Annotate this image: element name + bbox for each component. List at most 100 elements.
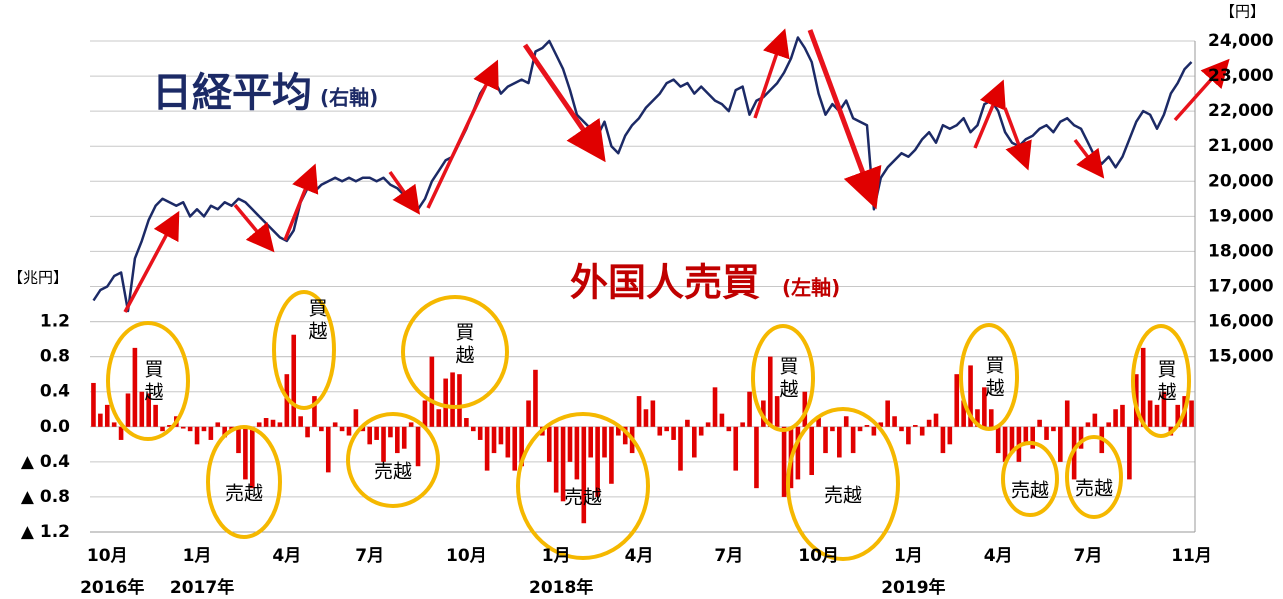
arrow bbox=[1073, 138, 1105, 179]
bar bbox=[464, 418, 469, 427]
bar bbox=[733, 426, 739, 471]
bar bbox=[436, 409, 442, 427]
bar bbox=[850, 426, 856, 454]
bar bbox=[802, 391, 808, 427]
bar bbox=[1127, 426, 1132, 480]
bar bbox=[125, 393, 131, 427]
bar bbox=[816, 418, 821, 427]
bar bbox=[111, 422, 117, 427]
bar bbox=[429, 356, 435, 427]
x-year-label: 2018年 bbox=[529, 577, 593, 598]
bar bbox=[622, 426, 628, 445]
bar bbox=[857, 426, 863, 432]
bar bbox=[754, 426, 759, 489]
bar bbox=[146, 393, 152, 427]
bar bbox=[616, 426, 621, 436]
bar bbox=[906, 426, 911, 445]
bar bbox=[657, 426, 663, 436]
bar bbox=[636, 396, 642, 427]
x-tick-label: 4月 bbox=[272, 546, 301, 566]
bar bbox=[477, 426, 483, 440]
marks bbox=[91, 36, 1194, 524]
bar bbox=[954, 374, 960, 427]
bar bbox=[395, 426, 400, 454]
bar bbox=[194, 426, 200, 445]
annotation-label: 買越 bbox=[777, 356, 799, 402]
bar bbox=[864, 425, 870, 427]
bar bbox=[705, 422, 711, 427]
bar bbox=[1140, 347, 1146, 427]
bar bbox=[408, 422, 414, 427]
arrow bbox=[1173, 58, 1230, 122]
annotation-label: 売越 bbox=[1075, 478, 1113, 500]
arrow bbox=[233, 203, 275, 253]
arrow bbox=[123, 210, 180, 313]
x-tick-label: 1月 bbox=[183, 546, 212, 566]
trend-arrows bbox=[123, 28, 1230, 313]
bar bbox=[892, 416, 897, 427]
bar bbox=[298, 416, 303, 427]
bar bbox=[167, 425, 172, 427]
bar bbox=[643, 409, 649, 427]
x-year-label: 2016年 bbox=[80, 577, 144, 598]
bar bbox=[650, 400, 656, 427]
bar bbox=[346, 426, 352, 436]
bar bbox=[277, 422, 283, 427]
bar bbox=[484, 426, 490, 471]
bar bbox=[1120, 404, 1125, 427]
bar bbox=[491, 426, 497, 454]
bar bbox=[546, 426, 552, 462]
x-tick-label: 4月 bbox=[984, 546, 1013, 566]
x-tick-label: 10月 bbox=[798, 546, 839, 566]
bar bbox=[968, 365, 973, 427]
y-tick-label: ▲ 0.8 bbox=[21, 487, 70, 507]
arrow bbox=[283, 163, 319, 241]
annotation-circle bbox=[1001, 441, 1059, 517]
bar bbox=[1002, 426, 1008, 462]
bar bbox=[1106, 422, 1111, 427]
bar bbox=[450, 372, 455, 427]
bar bbox=[443, 378, 448, 427]
x-tick-label: 4月 bbox=[625, 546, 654, 566]
bar bbox=[1161, 391, 1167, 427]
bar bbox=[664, 426, 669, 432]
bar bbox=[871, 426, 877, 436]
bar bbox=[1175, 404, 1181, 427]
bar bbox=[878, 422, 884, 427]
bar bbox=[830, 426, 835, 432]
y-tick-label: 1.2 bbox=[40, 312, 70, 332]
bar bbox=[774, 396, 780, 427]
y2-tick-label: 21,000 bbox=[1208, 136, 1274, 156]
bar bbox=[512, 426, 518, 471]
bar bbox=[933, 413, 939, 427]
bar bbox=[457, 374, 462, 427]
bar bbox=[1154, 404, 1160, 427]
y2-tick-label: 15,000 bbox=[1208, 347, 1274, 367]
bar bbox=[332, 422, 338, 427]
annotation-circle bbox=[272, 290, 336, 410]
annotation-circle bbox=[751, 324, 815, 432]
bar bbox=[505, 426, 511, 458]
bar bbox=[1037, 419, 1042, 427]
bar bbox=[325, 426, 331, 473]
bar bbox=[1051, 426, 1056, 432]
x-tick-label: 10月 bbox=[87, 546, 128, 566]
annotation-label: 売越 bbox=[225, 483, 263, 505]
bar bbox=[947, 426, 953, 445]
bar bbox=[132, 347, 138, 427]
bar bbox=[222, 426, 227, 438]
bar bbox=[1023, 426, 1029, 445]
annotation-label: 売越 bbox=[824, 485, 862, 507]
bar bbox=[560, 426, 566, 502]
annotation-circle bbox=[106, 321, 190, 441]
y2-tick-label: 16,000 bbox=[1208, 312, 1274, 332]
bar bbox=[1044, 426, 1049, 440]
line bbox=[92, 36, 1193, 313]
arrow bbox=[753, 28, 790, 119]
bar bbox=[1078, 426, 1084, 449]
bar bbox=[249, 426, 255, 489]
arrow bbox=[807, 29, 882, 210]
bar bbox=[588, 426, 594, 458]
bar bbox=[201, 426, 207, 432]
